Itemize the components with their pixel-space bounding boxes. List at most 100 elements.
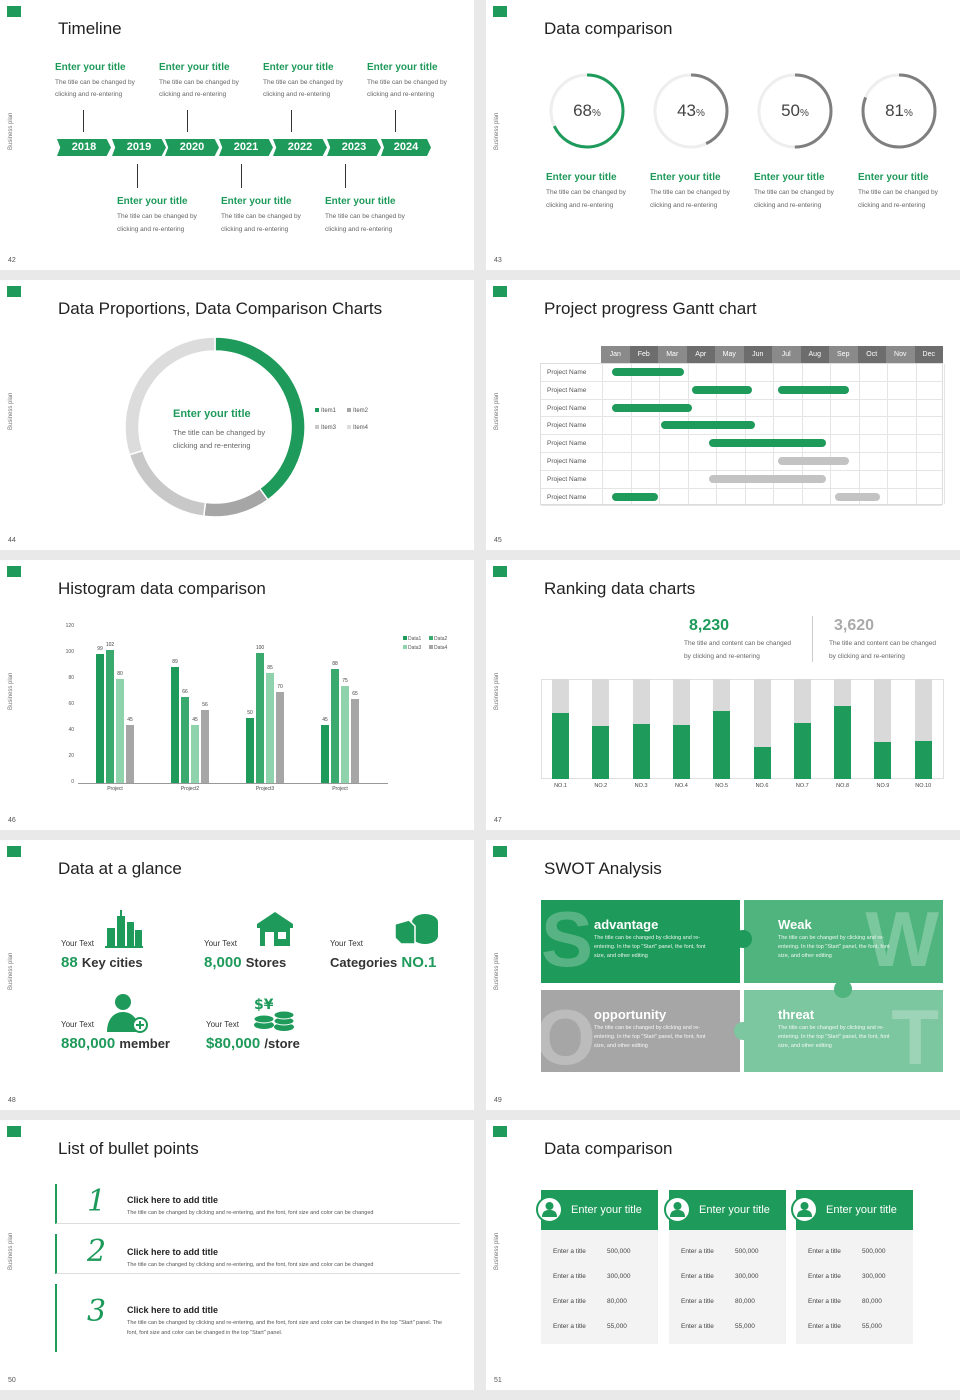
- rank-category-label: NO.8: [836, 783, 850, 789]
- gantt-task-bar[interactable]: [709, 474, 827, 483]
- card-row: Enter a title 300,000: [808, 1273, 903, 1280]
- card-row-value: 80,000: [607, 1298, 627, 1305]
- swot-desc: The title can be changed by clicking and…: [594, 935, 706, 959]
- slide-title: List of bullet points: [58, 1139, 199, 1158]
- glance-label-2: Your Text: [204, 939, 237, 948]
- page-number: 48: [8, 1097, 16, 1104]
- card-row: Enter a title 55,000: [553, 1323, 648, 1330]
- gantt-task-bar[interactable]: [612, 492, 658, 501]
- hist-category-label: Project: [107, 786, 123, 792]
- slide-bullet-list[interactable]: Business plan List of bullet points 50 1…: [0, 1120, 474, 1390]
- gantt-col-line: [915, 364, 917, 505]
- card-row: Enter a title 55,000: [681, 1323, 776, 1330]
- bullet-item[interactable]: 2 Click here to add title The title can …: [55, 1234, 460, 1274]
- gantt-col-line: [744, 364, 746, 505]
- logo-icon: [493, 6, 507, 17]
- ring-arc: [549, 73, 625, 149]
- card-row-label: Enter a title: [808, 1273, 841, 1280]
- gantt-task-bar[interactable]: [612, 403, 693, 412]
- swot-quadrant[interactable]: W Weak The title can be changed by clickin…: [744, 900, 943, 983]
- page-number: 44: [8, 537, 16, 544]
- timeline-item-desc: The title can be changed by: [325, 213, 405, 220]
- comparison-card[interactable]: Enter your title Enter a title 500,000 Ente…: [791, 1190, 913, 1344]
- vertical-label: Business plan: [494, 1232, 500, 1270]
- comparison-card[interactable]: Enter your title Enter a title 500,000 Ente…: [664, 1190, 786, 1344]
- donut-slice: [202, 487, 269, 518]
- card-row-value: 500,000: [735, 1248, 759, 1255]
- gantt-row-label: Project Name: [547, 386, 587, 394]
- timeline-item-desc: clicking and re-entering: [367, 91, 435, 98]
- hist-bar: [351, 698, 359, 783]
- comparison-card[interactable]: Enter your title Enter a title 500,000 Ente…: [536, 1190, 658, 1344]
- bullet-item[interactable]: 3 Click here to add title The title can …: [55, 1284, 460, 1352]
- rank-category-label: NO.4: [674, 783, 688, 789]
- vertical-label: Business plan: [8, 112, 14, 150]
- rank-category-label: NO.5: [715, 783, 729, 789]
- card-row-value: 300,000: [735, 1273, 759, 1280]
- gantt-task-bar[interactable]: [692, 385, 753, 394]
- slide-title: Data Proportions, Data Comparison Charts: [58, 299, 383, 318]
- gantt-month-header: Jul: [772, 346, 801, 363]
- card-row-value: 500,000: [862, 1248, 886, 1255]
- gantt-row-line: [541, 453, 942, 471]
- slide-timeline[interactable]: Business plan Timeline 42 2018 2019 2020 20…: [0, 0, 474, 270]
- hist-bar: [116, 679, 124, 783]
- slide-data-comparison-rings[interactable]: Business plan Data comparison 43 68% Ente…: [486, 0, 960, 270]
- page-number: 45: [494, 537, 502, 544]
- card-row: Enter a title 500,000: [681, 1248, 776, 1255]
- donut-center-title: Enter your title: [173, 408, 251, 420]
- legend-entry: Data1: [403, 636, 421, 642]
- rank-category-label: NO.6: [755, 783, 769, 789]
- card-row-value: 55,000: [607, 1323, 627, 1330]
- gantt-task-bar[interactable]: [660, 421, 755, 430]
- gantt-task-bar[interactable]: [612, 368, 684, 376]
- vertical-label: Business plan: [494, 112, 500, 150]
- ranking-stat-2: 3,620: [834, 617, 875, 634]
- gantt-task-bar[interactable]: [777, 385, 849, 394]
- legend-swatch: [347, 408, 351, 412]
- ranking-desc-2b: by clicking and re-entering: [829, 653, 905, 660]
- card-row-value: 300,000: [862, 1273, 886, 1280]
- ring-title: Enter your title: [650, 172, 721, 183]
- hist-data-label: 45: [322, 716, 328, 723]
- slide-data-proportions[interactable]: Business plan Data Proportions, Data Com…: [0, 280, 474, 550]
- ring-title: Enter your title: [754, 172, 825, 183]
- card-row-label: Enter a title: [553, 1323, 586, 1330]
- gantt-row-label: Project Name: [547, 369, 587, 376]
- slide-title: Data comparison: [544, 1139, 673, 1158]
- timeline-item-desc: clicking and re-entering: [263, 91, 331, 98]
- swot-title: Weak: [778, 917, 812, 932]
- gantt-col-line: [858, 364, 860, 505]
- slide-histogram[interactable]: Business plan Histogram data comparison …: [0, 560, 474, 830]
- hist-data-label: 50: [247, 710, 253, 716]
- rank-bar: [753, 747, 771, 779]
- gantt-task-bar[interactable]: [709, 439, 827, 448]
- timeline-tick: [137, 164, 138, 188]
- ranking-desc-2a: The title and content can be changed: [829, 640, 936, 647]
- donut-center-desc-line2: clicking and re-entering: [173, 441, 251, 450]
- gantt-month-header: Jun: [743, 346, 772, 363]
- y-tick-label: 60: [68, 701, 74, 707]
- gantt-col-line: [602, 364, 603, 505]
- hist-bar: [256, 653, 264, 783]
- hist-category-label: Project2: [180, 786, 200, 792]
- ranking-stat-1: 8,230: [689, 617, 730, 634]
- gantt-month-header: Feb: [629, 346, 658, 363]
- group-icon: [791, 1196, 818, 1223]
- logo-icon: [493, 286, 507, 297]
- y-tick-label: 80: [68, 675, 74, 681]
- gantt-task-bar[interactable]: [834, 492, 881, 501]
- gantt-col-line: [830, 364, 831, 505]
- rank-bar: [592, 726, 610, 779]
- gantt-month-header: Nov: [886, 346, 915, 363]
- gantt-task-bar[interactable]: [777, 457, 849, 465]
- bullet-item[interactable]: 1 Click here to add title The title can …: [55, 1184, 460, 1224]
- ranking-desc-1b: by clicking and re-entering: [684, 653, 760, 660]
- slide-data-at-a-glance[interactable]: Business plan Data at a glance 48 Your T…: [0, 840, 474, 1110]
- slide-title: Ranking data charts: [544, 579, 696, 598]
- glance-label-3: Your Text: [330, 939, 363, 948]
